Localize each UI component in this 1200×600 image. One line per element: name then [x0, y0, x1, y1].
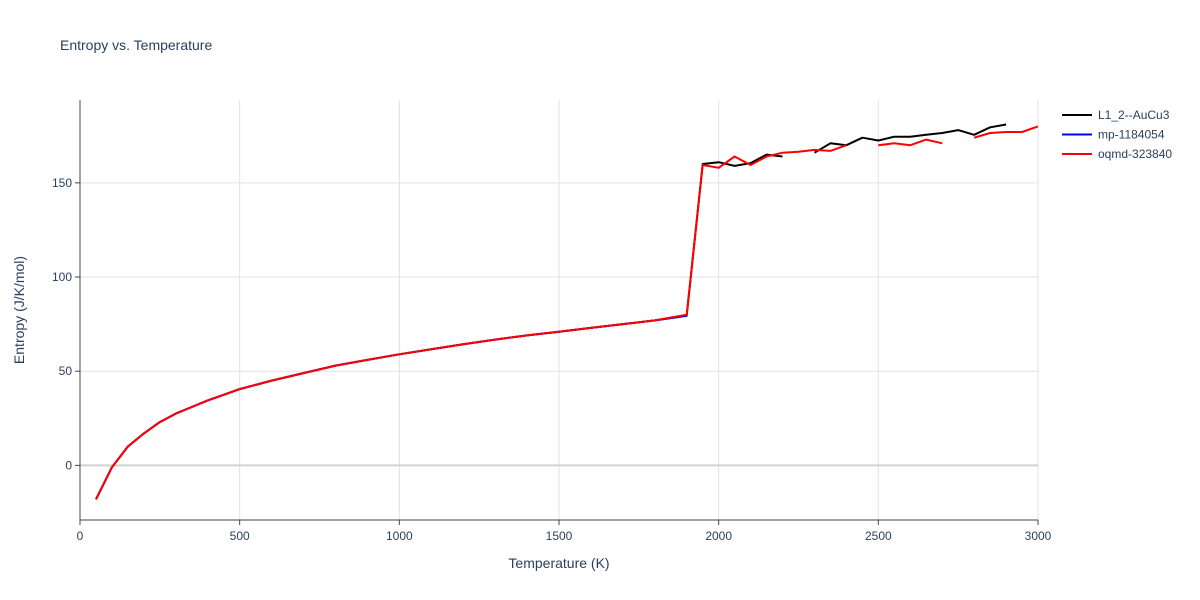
y-tick-label: 0: [65, 458, 72, 472]
x-tick-labels: 0 500 1000 1500 2000 2500 3000: [77, 529, 1052, 543]
series-lines: [95, 123, 1039, 500]
x-axis-title: Temperature (K): [508, 555, 609, 571]
series-line: [878, 138, 943, 147]
x-tick-label: 1500: [546, 529, 573, 543]
series-line: [973, 125, 1039, 139]
y-axis-title: Entropy (J/K/mol): [11, 256, 27, 364]
x-tick-label: 1000: [386, 529, 413, 543]
axes: [75, 100, 1039, 525]
x-tick-label: 3000: [1025, 529, 1052, 543]
y-tick-label: 150: [52, 176, 72, 190]
legend[interactable]: L1_2--AuCu3 mp-1184054 oqmd-323840: [1062, 108, 1172, 161]
series-oqmd-323840: [95, 125, 1039, 500]
y-tick-labels: 0 50 100 150: [52, 176, 72, 473]
y-tick-label: 50: [59, 364, 73, 378]
chart-title: Entropy vs. Temperature: [60, 37, 212, 53]
legend-label: L1_2--AuCu3: [1098, 108, 1170, 122]
y-tick-label: 100: [52, 270, 72, 284]
x-tick-label: 2000: [705, 529, 732, 543]
legend-label: oqmd-323840: [1098, 147, 1172, 161]
legend-item[interactable]: L1_2--AuCu3: [1062, 108, 1170, 122]
x-tick-label: 0: [77, 529, 84, 543]
legend-item[interactable]: oqmd-323840: [1062, 147, 1172, 161]
x-tick-label: 2500: [865, 529, 892, 543]
gridlines: [80, 100, 1039, 520]
legend-label: mp-1184054: [1098, 128, 1165, 142]
series-line: [95, 144, 847, 500]
x-tick-label: 500: [230, 529, 250, 543]
legend-item[interactable]: mp-1184054: [1062, 128, 1165, 142]
